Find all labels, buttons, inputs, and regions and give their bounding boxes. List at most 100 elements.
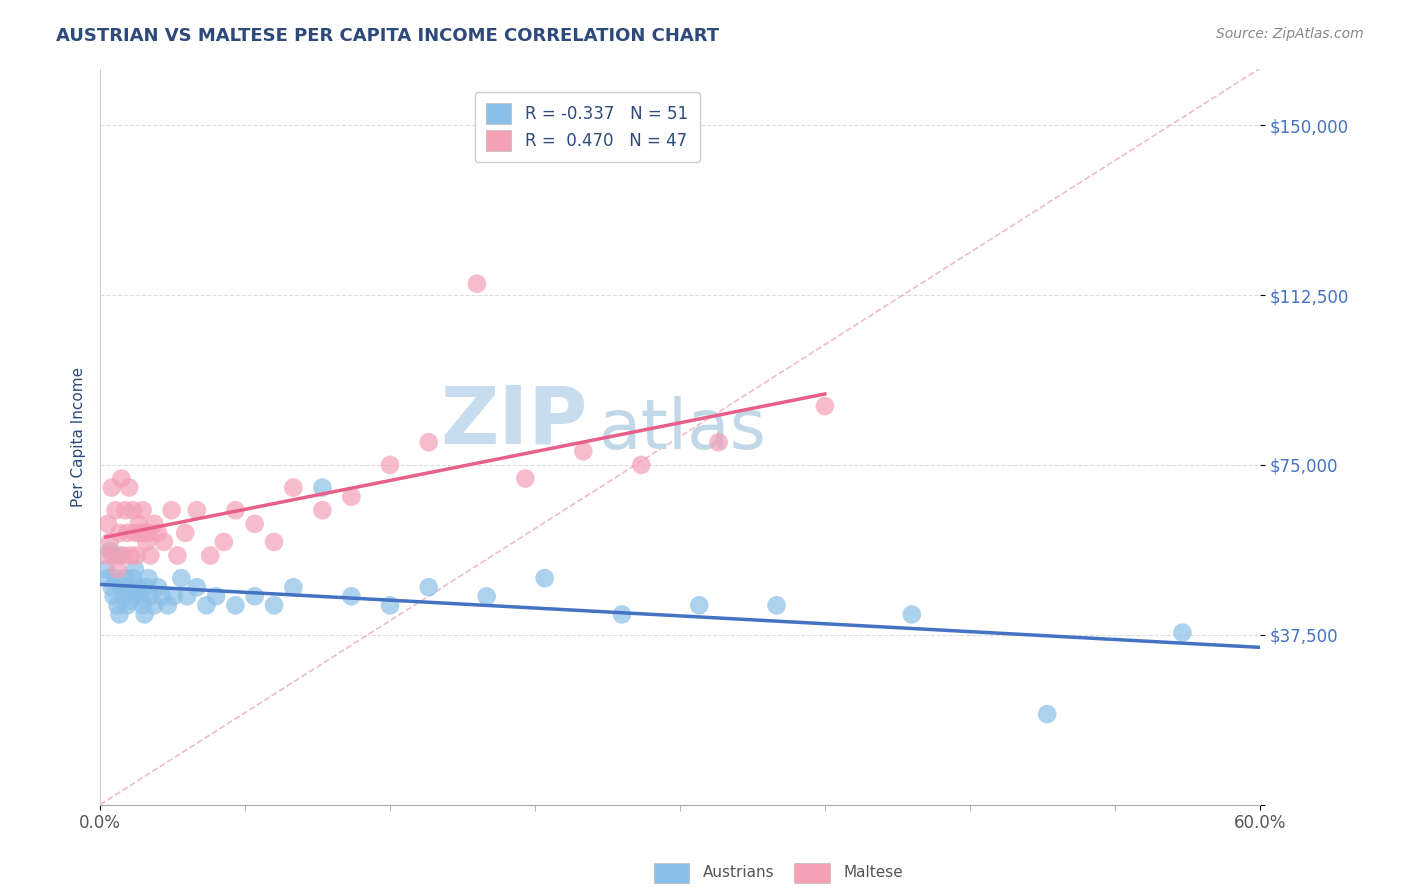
Point [100, 580, 122, 594]
Point [143, 516, 166, 531]
Text: Source: ZipAtlas.com: Source: ZipAtlas.com [1216, 27, 1364, 41]
Point [263, 535, 285, 549]
Point [263, 599, 285, 613]
Point [98, 544, 121, 558]
Point [104, 503, 127, 517]
Point [104, 571, 127, 585]
Point [170, 571, 193, 585]
Point [340, 490, 363, 504]
Point [112, 589, 135, 603]
Point [212, 535, 235, 549]
Point [115, 599, 138, 613]
Point [1171, 625, 1194, 640]
Legend: R = -0.337   N = 51, R =  0.470   N = 47: R = -0.337 N = 51, R = 0.470 N = 47 [475, 92, 700, 162]
Point [465, 277, 488, 291]
Point [103, 549, 125, 563]
Text: ZIP: ZIP [440, 383, 588, 461]
Point [162, 589, 184, 603]
Point [128, 580, 150, 594]
Point [378, 458, 401, 472]
Point [283, 481, 305, 495]
Point [135, 580, 157, 594]
Point [1036, 707, 1059, 722]
Point [901, 607, 924, 622]
Point [138, 571, 160, 585]
Point [124, 525, 146, 540]
Text: Maltese: Maltese [844, 865, 903, 880]
Point [176, 589, 198, 603]
Point [135, 535, 157, 549]
Point [108, 549, 131, 563]
Point [143, 599, 166, 613]
Point [118, 580, 141, 594]
Point [166, 549, 188, 563]
Point [195, 599, 218, 613]
Point [610, 607, 633, 622]
Point [122, 503, 145, 517]
Point [765, 599, 787, 613]
Point [418, 435, 440, 450]
Point [124, 562, 146, 576]
Point [160, 503, 183, 517]
Point [131, 503, 153, 517]
Point [129, 589, 152, 603]
Point [103, 589, 125, 603]
Point [205, 589, 228, 603]
Point [378, 599, 401, 613]
Point [688, 599, 710, 613]
Point [115, 525, 138, 540]
Point [572, 444, 595, 458]
Point [515, 471, 537, 485]
Point [131, 599, 153, 613]
Text: atlas: atlas [599, 396, 766, 463]
Point [243, 516, 266, 531]
Point [120, 549, 142, 563]
Point [114, 503, 136, 517]
Point [110, 580, 132, 594]
Point [224, 503, 246, 517]
Point [533, 571, 555, 585]
Y-axis label: Per Capita Income: Per Capita Income [72, 367, 86, 507]
Point [340, 589, 363, 603]
Point [97, 571, 120, 585]
Point [114, 571, 136, 585]
Point [108, 607, 131, 622]
Point [814, 399, 837, 413]
Point [156, 599, 179, 613]
Point [138, 525, 160, 540]
Point [125, 549, 148, 563]
Point [107, 562, 129, 576]
Point [120, 594, 142, 608]
Point [150, 589, 173, 603]
Point [630, 458, 652, 472]
Point [200, 549, 222, 563]
Point [146, 580, 169, 594]
Point [139, 549, 162, 563]
Point [122, 571, 145, 585]
Point [475, 589, 498, 603]
Point [134, 525, 156, 540]
Point [146, 525, 169, 540]
Point [283, 580, 305, 594]
Point [110, 471, 132, 485]
Point [418, 580, 440, 594]
Point [94, 549, 117, 563]
Point [100, 481, 122, 495]
Point [97, 516, 120, 531]
Point [129, 525, 152, 540]
Point [107, 599, 129, 613]
Point [153, 535, 176, 549]
Point [125, 584, 148, 599]
Point [108, 525, 131, 540]
Point [128, 516, 150, 531]
Point [134, 607, 156, 622]
Point [186, 503, 208, 517]
Point [243, 589, 266, 603]
Point [118, 481, 141, 495]
Point [174, 525, 197, 540]
Point [311, 481, 333, 495]
Text: AUSTRIAN VS MALTESE PER CAPITA INCOME CORRELATION CHART: AUSTRIAN VS MALTESE PER CAPITA INCOME CO… [56, 27, 720, 45]
Point [139, 589, 162, 603]
Point [224, 599, 246, 613]
Point [98, 535, 121, 549]
